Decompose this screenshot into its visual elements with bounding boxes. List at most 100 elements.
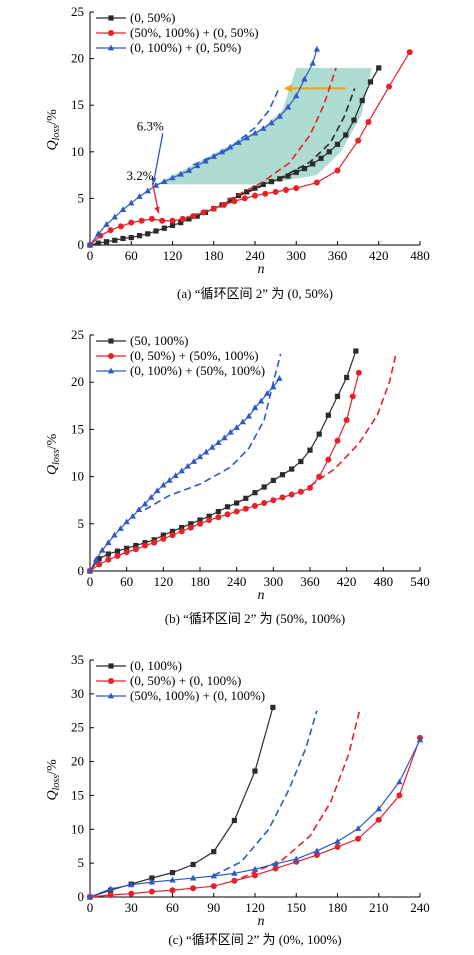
y-label-main: Q [45, 140, 60, 150]
data-point [279, 494, 286, 501]
legend-label: (0, 50%) + (50%, 100%) [130, 348, 259, 363]
data-point [293, 169, 299, 175]
annotation-arrowhead [154, 206, 160, 214]
data-point [416, 736, 424, 743]
y-axis-label: Qloss/% [45, 759, 62, 801]
x-tick-label: 540 [410, 574, 430, 589]
data-point [128, 219, 135, 226]
data-point [325, 456, 332, 463]
legend-marker [108, 353, 114, 359]
data-point [206, 517, 213, 524]
data-point [261, 500, 268, 507]
data-point [251, 404, 259, 411]
y-tick-label: 25 [71, 327, 84, 342]
y-tick-label: 20 [71, 51, 84, 66]
data-point [334, 393, 341, 399]
data-point [190, 861, 196, 868]
legend-marker [107, 44, 115, 51]
data-point [318, 155, 324, 161]
data-point [209, 443, 216, 450]
x-tick-label: 180 [190, 574, 210, 589]
annotation-arrowhead [151, 177, 157, 185]
data-point [160, 481, 167, 488]
data-point [359, 97, 365, 104]
x-tick-label: 60 [125, 248, 138, 263]
data-point [326, 149, 332, 155]
data-point [252, 490, 258, 496]
series-line [89, 372, 360, 572]
y-label-subscript: loss [51, 449, 62, 465]
data-point [261, 484, 267, 490]
data-point [187, 524, 194, 531]
data-point [135, 506, 143, 513]
data-point [264, 390, 271, 396]
x-tick-label: 420 [369, 248, 389, 263]
y-tick-label: 30 [71, 686, 84, 701]
series-line [89, 350, 357, 572]
y-tick-label: 5 [78, 855, 85, 870]
data-point [367, 79, 374, 85]
data-point [148, 878, 156, 885]
data-point [244, 189, 250, 195]
data-point [148, 215, 155, 222]
data-point [178, 220, 184, 226]
data-point [260, 181, 266, 188]
x-tick-label: 60 [166, 900, 179, 915]
data-point [396, 778, 403, 785]
data-point [202, 157, 209, 164]
data-point [252, 502, 258, 509]
data-point [141, 500, 149, 507]
data-point [285, 173, 291, 179]
data-point [252, 185, 258, 191]
data-point [136, 193, 143, 199]
data-point [177, 170, 184, 177]
data-point [154, 487, 161, 494]
data-point [129, 512, 136, 519]
data-point [334, 843, 341, 850]
data-point [354, 825, 362, 832]
data-point [257, 397, 265, 404]
data-point [272, 860, 279, 867]
data-point [313, 852, 320, 859]
data-point [227, 143, 234, 150]
data-point [103, 239, 110, 245]
y-label-unit: /% [45, 433, 60, 449]
data-point [99, 546, 106, 553]
data-point [169, 870, 176, 876]
y-tick-label: 0 [78, 563, 85, 578]
data-point [107, 891, 114, 898]
data-point [307, 447, 313, 453]
data-point [210, 883, 217, 890]
data-point [147, 493, 155, 500]
x-tick-label: 150 [287, 900, 307, 915]
data-point [301, 165, 308, 172]
legend-marker [108, 663, 114, 669]
data-point [277, 176, 283, 182]
chart-caption: (b) “循环区间 2” 为 (50%, 100%) [165, 611, 346, 626]
x-axis-label: n [258, 914, 265, 929]
x-tick-label: 60 [120, 574, 133, 589]
data-point [138, 217, 145, 224]
x-tick-label: 420 [337, 574, 357, 589]
y-label-main: Q [45, 465, 60, 475]
y-label-subscript: loss [51, 125, 62, 141]
data-point [128, 199, 135, 206]
x-tick-label: 480 [410, 248, 430, 263]
legend-marker [108, 15, 114, 21]
data-point [343, 416, 350, 423]
data-point [297, 488, 304, 495]
data-point [316, 473, 323, 480]
data-point [96, 561, 103, 568]
data-point [351, 117, 357, 123]
data-point [197, 517, 203, 523]
data-point [105, 556, 112, 563]
chart-panel-2: 0 60 120 180 240 300 360 420 480 540 0 5 10 15 20 25 n Ql… [45, 327, 430, 626]
chart-caption: (a) “循环区间 2” 为 (0, 50%) [177, 286, 333, 301]
data-point [190, 885, 197, 892]
data-point [196, 453, 204, 460]
chart-panel-1: 0 60 120 180 240 300 360 420 480 0 5 10 15 20 25 n Qloss… [45, 4, 430, 301]
data-point [114, 548, 121, 554]
data-point [95, 230, 102, 237]
data-point [298, 458, 304, 465]
data-point [169, 222, 176, 229]
